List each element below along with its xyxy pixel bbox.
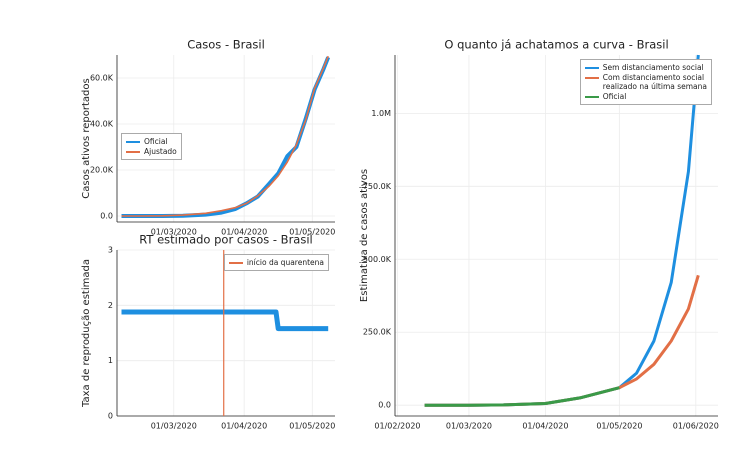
x-tick-label: 01/05/2020 (596, 422, 642, 431)
series-line (424, 54, 700, 407)
legend: início da quarentena (223, 254, 329, 271)
y-tick-label: 1.0M (371, 109, 391, 118)
legend: Oficial Ajustado (121, 132, 182, 160)
chart-title: RT estimado por casos - Brasil (139, 233, 312, 247)
y-tick-label: 0.0 (100, 212, 113, 221)
legend-label: início da quarentena (246, 258, 324, 267)
y-tick-label: 40.0K (90, 120, 114, 129)
y-tick-label: 20.0K (90, 166, 114, 175)
y-tick-label: 1 (108, 356, 113, 365)
legend: Sem distanciamento social Com distanciame… (579, 59, 712, 105)
legend-swatch (228, 262, 243, 264)
chart-title: O quanto já achatamos a curva - Brasil (444, 38, 668, 52)
x-tick-label: 01/04/2020 (522, 422, 568, 431)
x-tick-label: 01/03/2020 (151, 422, 197, 431)
y-axis-label: Taxa de reprodução estimada (81, 259, 92, 408)
legend-label: Oficial (602, 92, 627, 101)
y-tick-label: 0 (108, 412, 113, 421)
y-tick-label: 750.0K (363, 182, 392, 191)
series-line (121, 309, 329, 332)
legend-swatch (584, 67, 599, 69)
series-line (424, 386, 620, 407)
y-tick-label: 0.0 (378, 401, 391, 410)
legend-entry: Oficial (584, 92, 707, 101)
y-axis-label: Casos ativos reportados (81, 78, 92, 198)
legend-swatch (126, 150, 140, 153)
x-tick-label: 01/06/2020 (673, 422, 719, 431)
chart-title: Casos - Brasil (187, 38, 265, 52)
y-axis-label: Estimativa de casos ativos (359, 169, 370, 302)
x-tick-label: 01/02/2020 (374, 422, 420, 431)
x-tick-label: 01/05/2020 (289, 228, 335, 237)
y-tick-label: 250.0K (363, 328, 392, 337)
legend-label: Com distanciamento social realizado na ú… (602, 73, 707, 91)
legend-swatch (584, 77, 599, 79)
y-tick-label: 60.0K (90, 74, 114, 83)
x-tick-label: 01/03/2020 (446, 422, 492, 431)
legend-label: Sem distanciamento social (602, 63, 704, 72)
legend-entry: Ajustado (126, 147, 177, 156)
y-tick-label: 2 (108, 301, 113, 310)
legend-label: Ajustado (144, 146, 177, 156)
legend-swatch (584, 96, 599, 98)
series-line (121, 55, 329, 217)
legend-entry: início da quarentena (228, 258, 324, 267)
y-tick-label: 500.0K (363, 255, 392, 264)
x-tick-label: 01/03/2020 (151, 228, 197, 237)
x-tick-label: 01/05/2020 (289, 422, 335, 431)
series-line (424, 274, 700, 407)
legend-label: Oficial (144, 136, 168, 146)
legend-entry: Com distanciamento social realizado na ú… (584, 73, 707, 91)
legend-entry: Oficial (126, 137, 177, 146)
x-tick-label: 01/04/2020 (221, 422, 267, 431)
x-tick-label: 01/04/2020 (221, 228, 267, 237)
legend-swatch (126, 140, 140, 143)
y-tick-label: 3 (108, 246, 113, 255)
legend-entry: Sem distanciamento social (584, 63, 707, 72)
